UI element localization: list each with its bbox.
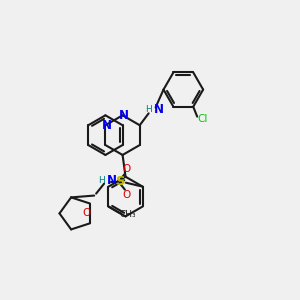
Text: N: N: [154, 103, 164, 116]
Text: H: H: [98, 176, 105, 185]
Text: S: S: [116, 175, 126, 188]
Text: N: N: [101, 119, 111, 132]
Text: O: O: [123, 164, 131, 174]
Text: O: O: [123, 190, 131, 200]
Text: CH₃: CH₃: [120, 210, 136, 219]
Text: N: N: [107, 174, 117, 187]
Text: N: N: [118, 109, 129, 122]
Text: Cl: Cl: [197, 114, 207, 124]
Text: H: H: [145, 105, 152, 114]
Text: O: O: [83, 208, 91, 218]
